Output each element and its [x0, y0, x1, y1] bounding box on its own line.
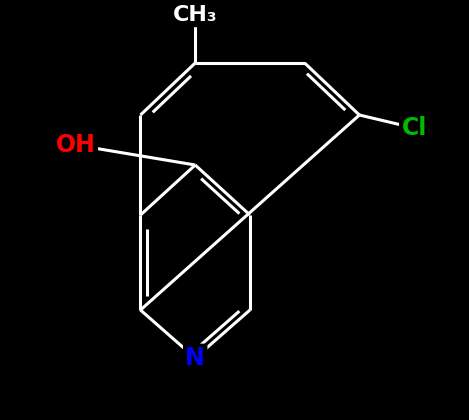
- Text: OH: OH: [56, 133, 96, 157]
- Text: CH₃: CH₃: [173, 5, 218, 25]
- Text: N: N: [185, 346, 205, 370]
- Text: Cl: Cl: [401, 116, 427, 140]
